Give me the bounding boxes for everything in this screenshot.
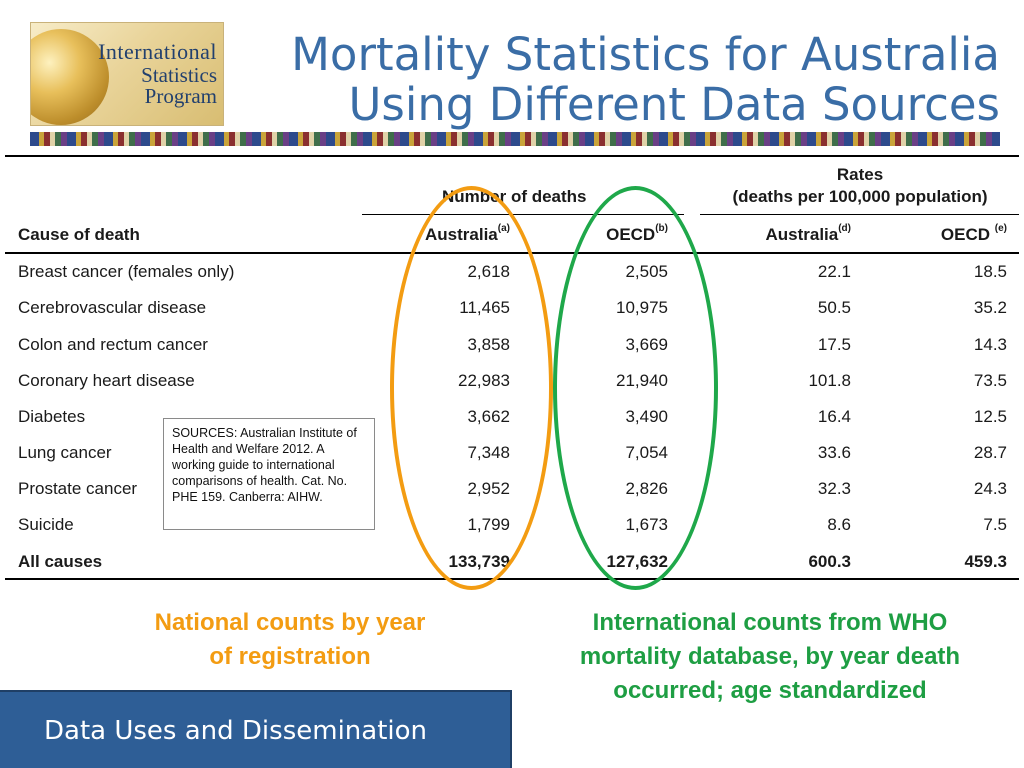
oecd-rate-cell: 35.2 [973, 298, 1007, 317]
oecd-rate-cell: 73.5 [973, 371, 1007, 390]
logo-line-1: International [98, 39, 217, 64]
cause-cell: Suicide [18, 515, 74, 534]
cause-cell: Diabetes [18, 407, 86, 426]
cause-cell: Lung cancer [18, 443, 112, 462]
column-header-label: Cause of death [18, 225, 140, 244]
oecd-rate-cell: 24.3 [973, 479, 1007, 498]
isp-logo: International Statistics Program [30, 22, 224, 126]
australia-rate-cell: 22.1 [817, 262, 851, 281]
national-counts-highlight [390, 186, 553, 590]
slide-title: Mortality Statistics for Australia Using… [291, 30, 1000, 130]
oecd-rate-cell: 459.3 [964, 552, 1007, 571]
australia-rate-cell: 101.8 [808, 371, 851, 390]
international-counts-caption: International counts from WHO mortality … [579, 609, 961, 704]
national-counts-caption: National counts by year of registration [154, 609, 426, 670]
australia-rate-cell: 33.6 [817, 443, 851, 462]
rates-group-rule [700, 214, 1019, 215]
column-header-australia-rate: Australia(d) [765, 223, 851, 244]
cause-cell: Colon and rectum cancer [18, 335, 208, 354]
rates-group-header-line-2: (deaths per 100,000 population) [732, 187, 988, 206]
globe-icon [31, 29, 109, 125]
decorative-banner [30, 132, 1000, 146]
rates-group-header-line-1: Rates [836, 165, 884, 184]
footer-label: Data Uses and Dissemination [44, 716, 428, 746]
cause-cell: Breast cancer (females only) [18, 262, 235, 281]
footer-bar: Data Uses and Dissemination [0, 690, 512, 768]
oecd-rate-cell: 12.5 [973, 407, 1007, 426]
column-header-oecd-rate: OECD (e) [940, 223, 1007, 244]
australia-rate-cell: 600.3 [808, 552, 851, 571]
logo-line-2: Statistics [141, 63, 217, 87]
australia-rate-cell: 32.3 [817, 479, 851, 498]
cause-cell: Cerebrovascular disease [18, 298, 207, 317]
australia-rate-cell: 16.4 [817, 407, 851, 426]
oecd-rate-cell: 18.5 [973, 262, 1007, 281]
cause-cell: Prostate cancer [18, 479, 138, 498]
logo-line-3: Program [144, 84, 217, 108]
oecd-rate-cell: 14.3 [973, 335, 1007, 354]
title-line-2: Using Different Data Sources [348, 78, 1000, 131]
cause-cell: Coronary heart disease [18, 371, 195, 390]
deaths-group-rule [362, 214, 684, 215]
oecd-rate-cell: 28.7 [973, 443, 1007, 462]
table-top-rule [5, 155, 1019, 157]
cause-cell: All causes [18, 552, 103, 571]
oecd-rate-cell: 7.5 [983, 515, 1007, 534]
international-counts-highlight [553, 186, 718, 590]
australia-rate-cell: 50.5 [817, 298, 851, 317]
table-bottom-rule [5, 578, 1019, 580]
title-line-1: Mortality Statistics for Australia [291, 28, 1000, 81]
sources-note: SOURCES: Australian Institute of Health … [163, 418, 375, 530]
column-header-cause: Cause of death [18, 225, 140, 245]
australia-rate-cell: 17.5 [817, 335, 851, 354]
australia-rate-cell: 8.6 [827, 515, 851, 534]
